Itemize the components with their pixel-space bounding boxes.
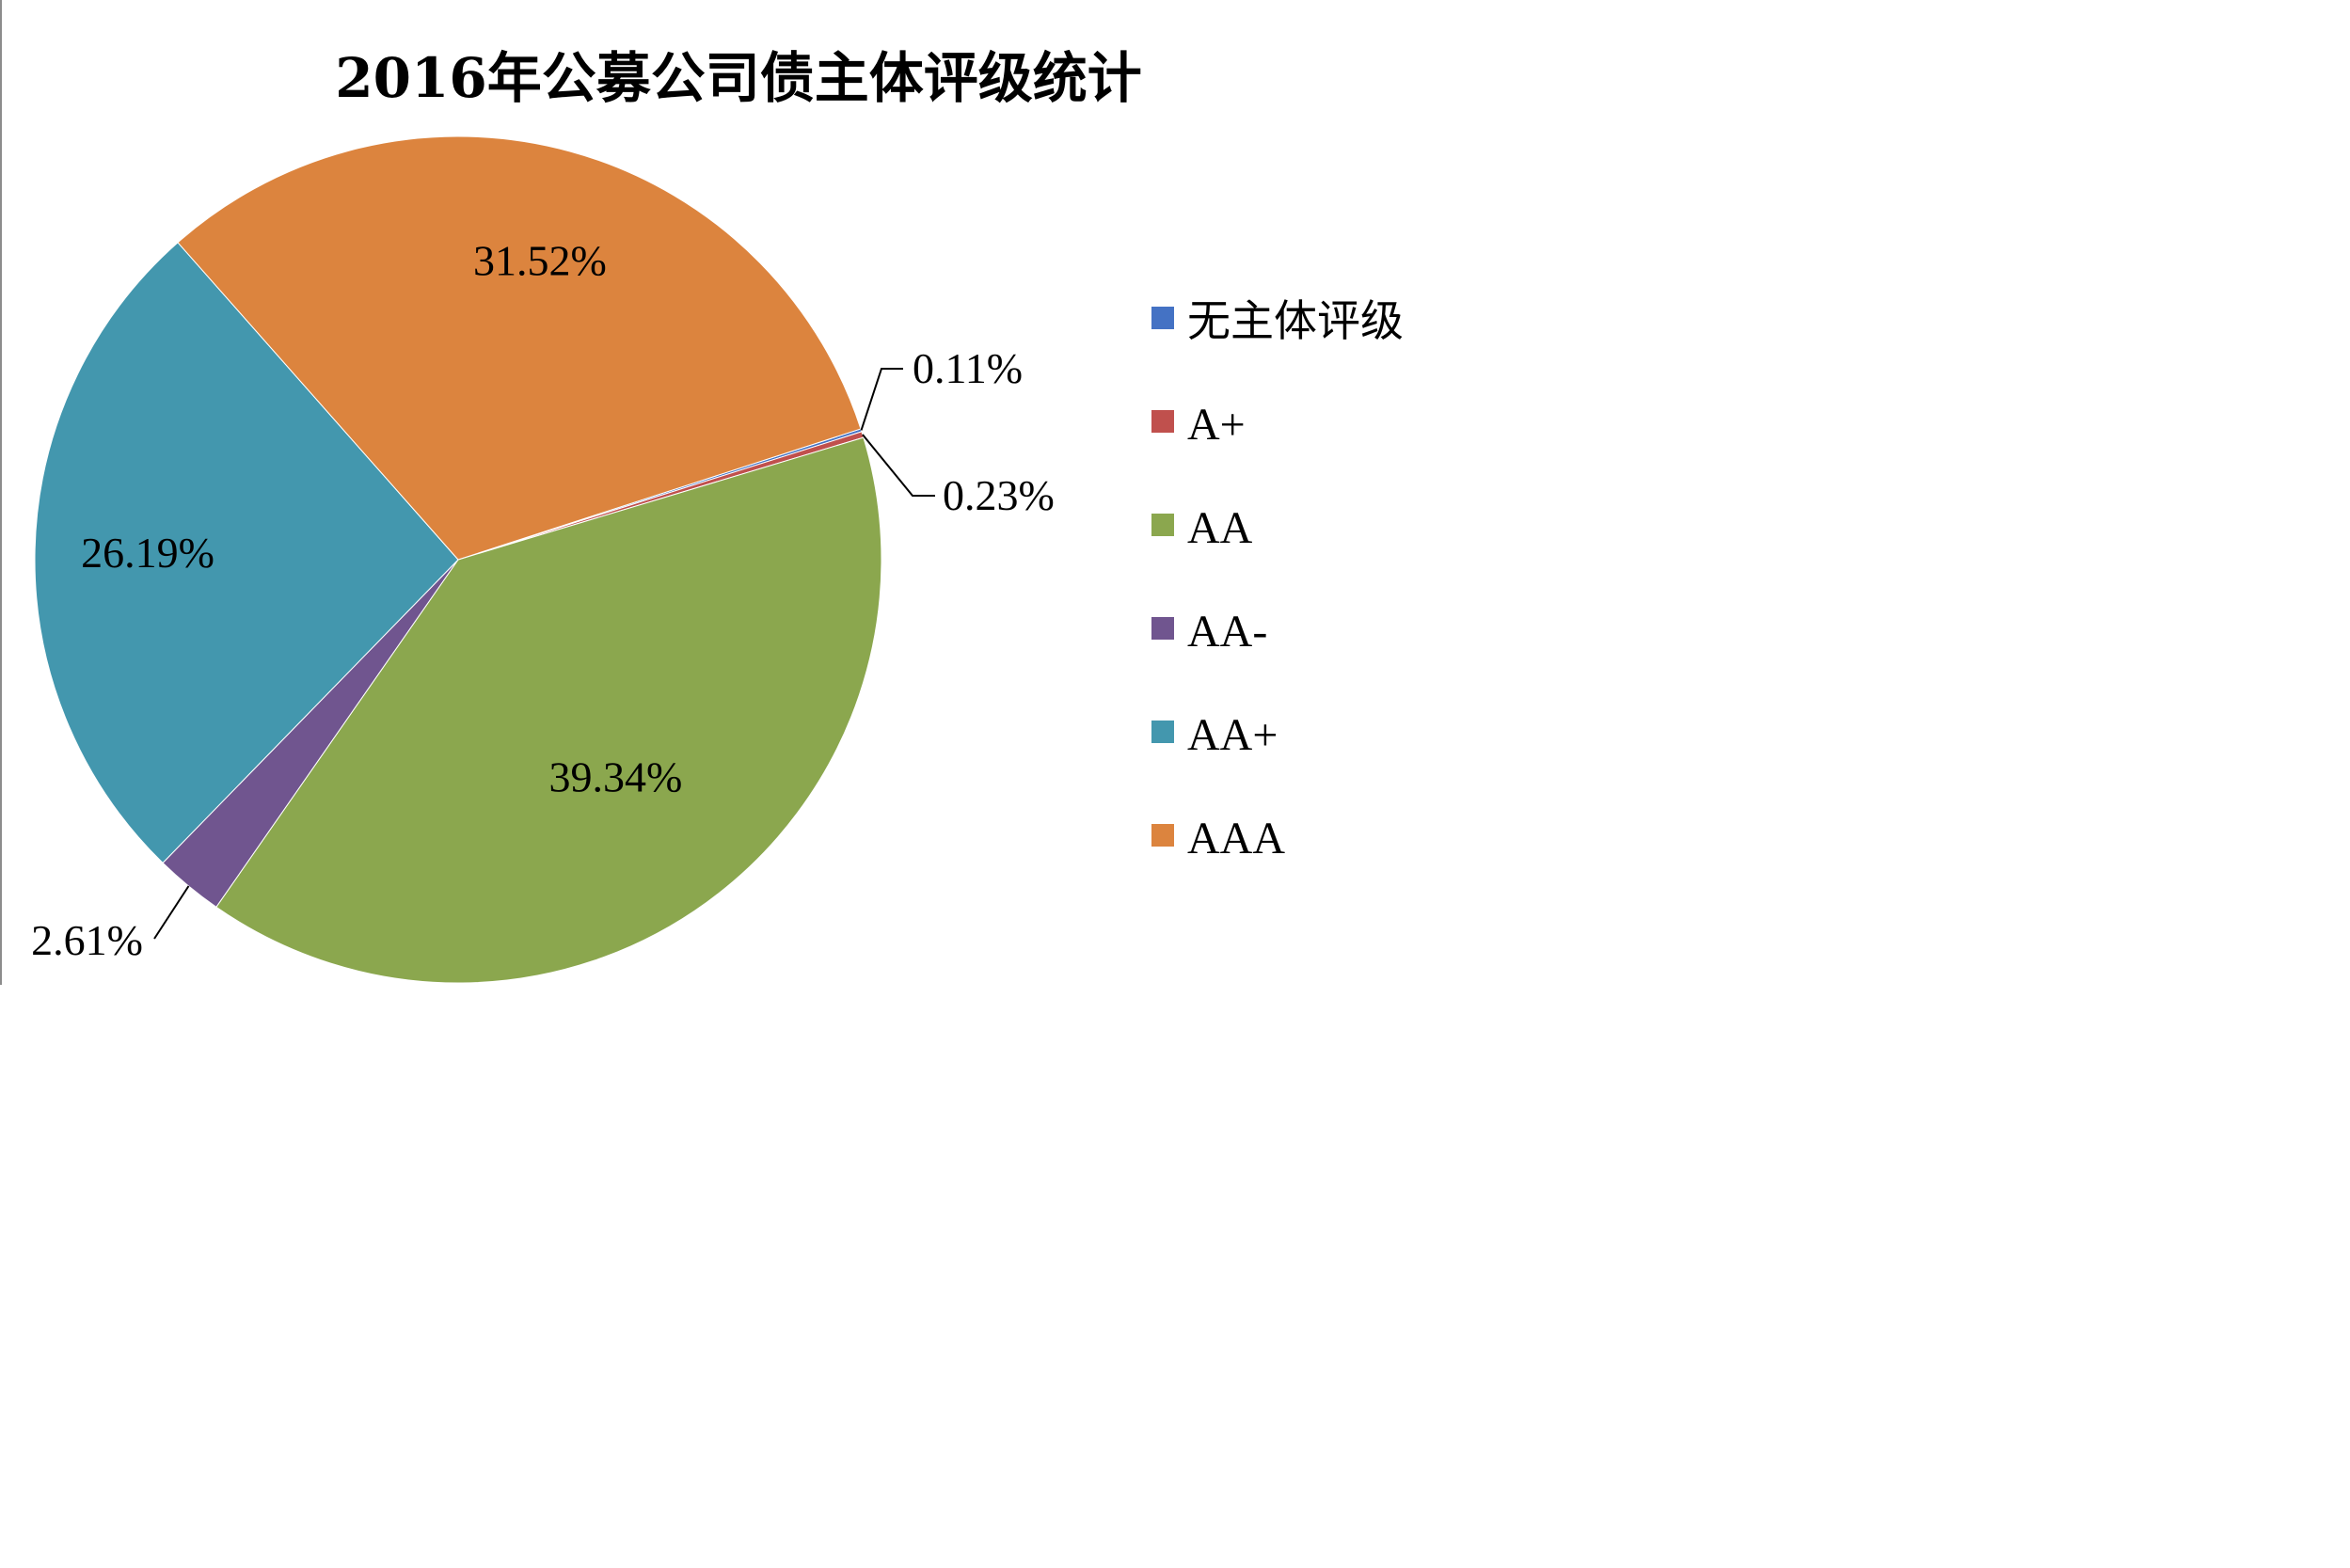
data-label-aa: 39.34% bbox=[548, 753, 682, 801]
data-label-a-plus: 0.23% bbox=[943, 471, 1055, 519]
legend: 无主体评级 A+ AA AA- AA+ AAA bbox=[1151, 295, 1404, 863]
legend-swatch-aa-minus bbox=[1151, 617, 1174, 640]
chart-canvas: 2016年公募公司债主体评级统计 0.11% 0.23% 39.34% 2.61% 26… bbox=[31, 46, 1404, 984]
legend-label-aa: AA bbox=[1187, 503, 1253, 553]
legend-label-a-plus: A+ bbox=[1187, 400, 1246, 450]
leader-lines bbox=[153, 368, 935, 940]
legend-label-aa-plus: AA+ bbox=[1187, 710, 1278, 760]
data-label-no-rating: 0.11% bbox=[913, 344, 1023, 392]
pie-slice-aaa bbox=[177, 135, 862, 561]
pie-chart: 2016年公募公司债主体评级统计 0.11% 0.23% 39.34% 2.61% 26… bbox=[0, 0, 1473, 985]
data-label-aa-plus: 26.19% bbox=[81, 529, 214, 577]
legend-swatch-aa-plus bbox=[1151, 721, 1174, 743]
legend-swatch-aaa bbox=[1151, 824, 1174, 847]
chart-title: 2016年公募公司债主体评级统计 bbox=[335, 46, 1141, 110]
leader-line-a-plus bbox=[862, 434, 935, 497]
pie-slices bbox=[34, 135, 882, 984]
data-labels: 0.11% 0.23% 39.34% 2.61% 26.19% 31.52% bbox=[31, 237, 1055, 964]
legend-swatch-a-plus bbox=[1151, 410, 1174, 433]
data-label-aaa: 31.52% bbox=[473, 237, 607, 285]
pie-slice-aa bbox=[215, 436, 882, 984]
legend-label-aa-minus: AA- bbox=[1187, 607, 1267, 657]
pie-slice-aa-plus bbox=[34, 242, 459, 864]
legend-swatch-aa bbox=[1151, 514, 1174, 536]
leader-line-aa-minus bbox=[153, 885, 190, 940]
data-label-aa-minus: 2.61% bbox=[31, 916, 143, 964]
leader-line-no-rating bbox=[860, 368, 903, 431]
legend-label-no-rating: 无主体评级 bbox=[1187, 295, 1404, 346]
legend-label-aaa: AAA bbox=[1187, 814, 1285, 863]
legend-swatch-no-rating bbox=[1151, 307, 1174, 329]
